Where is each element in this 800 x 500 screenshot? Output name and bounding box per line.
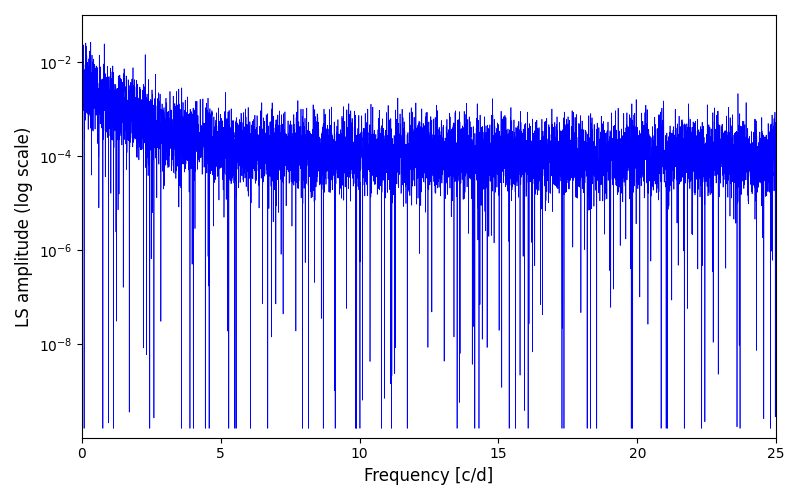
Y-axis label: LS amplitude (log scale): LS amplitude (log scale) [15, 126, 33, 326]
X-axis label: Frequency [c/d]: Frequency [c/d] [364, 467, 494, 485]
